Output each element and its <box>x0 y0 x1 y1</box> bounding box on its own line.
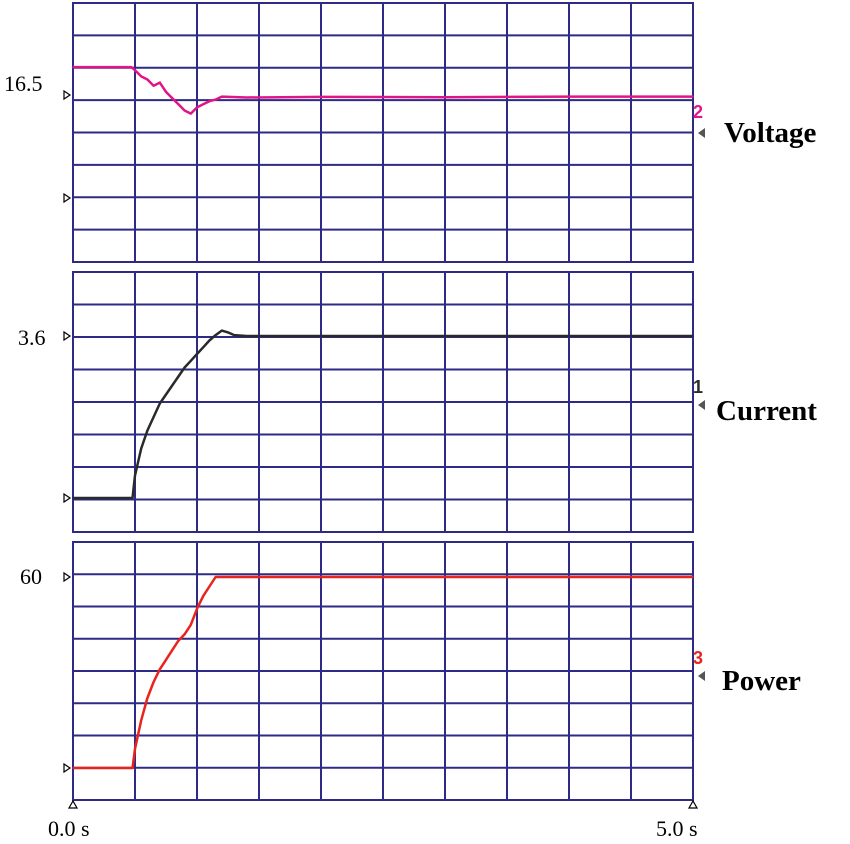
power-data-point <box>159 668 161 671</box>
power-data-point <box>72 767 74 769</box>
current-data-point <box>227 331 229 334</box>
power-data-point <box>140 719 142 722</box>
current-data-point <box>165 393 167 396</box>
power-data-point <box>196 608 198 610</box>
current-channel-name: Current <box>716 395 817 427</box>
current-channel-number: 1 <box>693 377 703 397</box>
current-reference-label: 3.6 <box>18 325 46 350</box>
current-data-point <box>221 329 223 332</box>
time-start-marker-icon <box>67 799 79 809</box>
current-data-point <box>208 339 211 342</box>
voltage-data-point <box>140 75 142 78</box>
power-data-point <box>131 767 134 769</box>
voltage-data-point <box>130 66 133 68</box>
voltage-data-point <box>245 96 248 99</box>
voltage-data-point <box>208 100 211 102</box>
power-channel-name: Power <box>722 665 801 697</box>
level-marker-icon <box>63 330 72 342</box>
voltage-data-point <box>72 66 74 68</box>
voltage-data-point <box>190 112 192 115</box>
level-marker-icon <box>63 89 72 101</box>
voltage-data-point <box>692 95 694 98</box>
current-data-point <box>177 375 180 378</box>
power-data-point <box>568 576 570 578</box>
current-data-point <box>146 429 149 432</box>
power-data-point <box>208 585 211 588</box>
voltage-panel <box>63 2 705 263</box>
current-data-point <box>183 366 186 369</box>
power-data-point <box>245 576 248 578</box>
power-data-point <box>190 623 192 626</box>
voltage-trace <box>73 65 693 115</box>
voltage-data-point <box>320 96 322 98</box>
voltage-data-point <box>444 96 446 98</box>
current-data-point <box>171 384 173 387</box>
level-marker-icon <box>63 571 72 583</box>
voltage-data-point <box>159 81 161 84</box>
level-marker-icon <box>63 192 72 204</box>
power-data-point <box>444 576 446 578</box>
current-data-point <box>140 447 142 450</box>
voltage-data-point <box>146 78 149 81</box>
time-axis-end-label: 5.0 s <box>656 816 698 841</box>
current-data-point <box>202 346 204 349</box>
trigger-marker-icon <box>698 128 705 138</box>
power-reference-label: 60 <box>20 564 42 589</box>
power-data-point <box>177 639 180 642</box>
voltage-data-point <box>134 69 136 71</box>
power-channel-number: 3 <box>693 648 703 668</box>
current-data-point <box>131 497 134 499</box>
level-marker-icon <box>63 762 72 774</box>
power-data-point <box>171 649 173 652</box>
current-data-point <box>214 334 217 336</box>
power-panel <box>63 541 705 801</box>
voltage-data-point <box>152 84 155 87</box>
voltage-data-point <box>165 91 167 93</box>
current-data-point <box>270 335 273 337</box>
voltage-data-point <box>568 95 570 98</box>
current-data-point <box>152 416 155 418</box>
current-data-point <box>233 334 235 336</box>
power-data-point <box>152 681 155 683</box>
voltage-channel-name: Voltage <box>724 117 816 149</box>
power-data-point <box>692 576 694 578</box>
power-data-point <box>214 576 217 578</box>
voltage-data-point <box>196 106 198 109</box>
voltage-data-point <box>177 103 180 106</box>
power-data-point <box>134 748 136 750</box>
voltage-data-point <box>221 95 223 98</box>
current-data-point <box>134 474 136 477</box>
time-axis-start-label: 0.0 s <box>48 816 90 841</box>
current-data-point <box>692 335 694 337</box>
current-data-point <box>444 335 446 337</box>
current-panel <box>63 271 705 533</box>
trigger-marker-icon <box>698 400 705 410</box>
power-data-point <box>202 595 204 597</box>
power-data-point <box>221 576 223 578</box>
current-data-point <box>190 359 192 362</box>
time-end-marker-icon <box>687 799 699 809</box>
level-marker-icon <box>63 492 72 504</box>
trigger-marker-icon <box>698 671 705 681</box>
voltage-reference-label: 16.5 <box>4 71 43 96</box>
current-data-point <box>568 335 570 337</box>
current-data-point <box>320 335 322 337</box>
current-data-point <box>72 497 74 499</box>
current-data-point <box>159 402 161 405</box>
power-data-point <box>183 633 186 636</box>
voltage-data-point <box>202 103 204 106</box>
current-data-point <box>245 335 248 337</box>
voltage-channel-number: 2 <box>693 102 703 122</box>
current-data-point <box>196 353 198 355</box>
power-data-point <box>320 576 322 578</box>
power-trace <box>73 575 693 770</box>
power-data-point <box>146 697 149 699</box>
voltage-data-point <box>171 97 173 99</box>
voltage-data-point <box>214 98 217 101</box>
voltage-data-point <box>183 109 186 112</box>
power-data-point <box>165 658 167 661</box>
